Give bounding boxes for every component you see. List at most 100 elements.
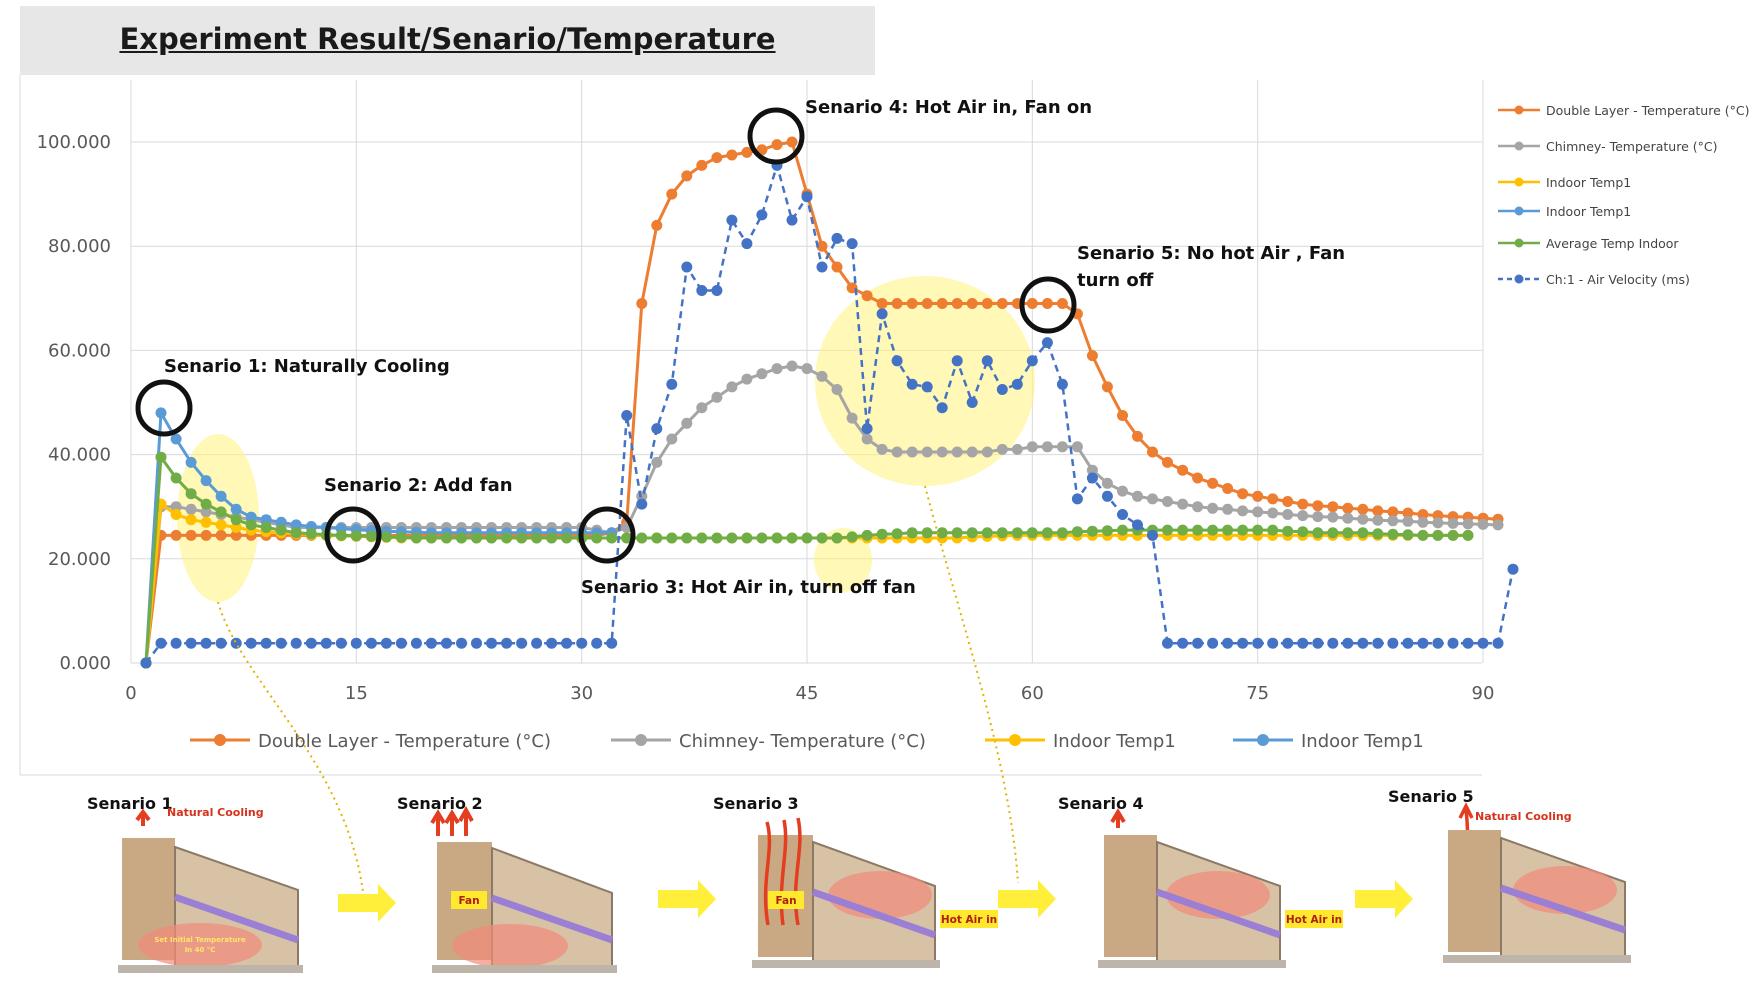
legend-label: Indoor Temp1	[1301, 731, 1424, 752]
data-point	[1342, 637, 1354, 649]
data-point	[1462, 529, 1474, 541]
data-point	[1101, 381, 1113, 393]
data-point	[1071, 526, 1083, 538]
data-point	[1417, 637, 1429, 649]
data-point	[1267, 507, 1279, 519]
data-point	[155, 451, 167, 463]
data-point	[380, 531, 392, 543]
legend-swatch-marker	[1009, 734, 1021, 746]
legend-right-item: Double Layer - Temperature (°C)	[1498, 103, 1749, 118]
data-point	[1056, 441, 1068, 453]
data-point	[200, 498, 212, 510]
data-point	[1177, 637, 1189, 649]
data-point	[1282, 496, 1294, 507]
data-point	[200, 475, 212, 487]
data-point	[1086, 350, 1098, 362]
legend-bottom-item: Indoor Temp1	[1233, 731, 1424, 752]
data-point	[1132, 430, 1143, 442]
data-point	[1192, 637, 1204, 649]
data-point	[1312, 500, 1324, 512]
data-point	[591, 637, 603, 649]
data-point	[260, 637, 272, 649]
legend-swatch-marker	[1514, 177, 1524, 187]
data-point	[816, 240, 828, 252]
data-point	[786, 214, 798, 226]
data-point	[395, 531, 407, 543]
data-point	[996, 298, 1008, 309]
scenario-3-panel: Senario 3 Fan Hot Air in	[713, 794, 998, 968]
scenario-4-panel: Senario 4 Hot Air in	[1058, 794, 1343, 968]
data-point	[1071, 441, 1083, 453]
data-point	[696, 402, 708, 414]
data-point	[215, 519, 227, 531]
data-point	[831, 232, 843, 244]
data-point	[1327, 527, 1339, 539]
annotation-scenario-5-line2: turn off	[1077, 270, 1154, 291]
legend-label: Double Layer - Temperature (°C)	[258, 731, 551, 752]
legend-label: Chimney- Temperature (°C)	[1546, 139, 1717, 154]
data-point	[1086, 464, 1098, 476]
data-point	[1207, 524, 1219, 536]
data-point	[501, 532, 513, 544]
data-point	[1387, 528, 1399, 540]
data-point	[1417, 509, 1429, 520]
data-point	[1026, 355, 1038, 367]
x-tick-label: 15	[345, 683, 368, 704]
data-point	[741, 238, 753, 250]
data-point	[816, 370, 828, 382]
scenario-3-base	[752, 960, 940, 968]
scenario-5-panel-plate	[1499, 884, 1627, 934]
marker-circle-4	[747, 107, 805, 165]
data-point	[1011, 378, 1023, 390]
data-point	[486, 532, 497, 544]
data-point	[561, 637, 573, 649]
data-point	[170, 637, 182, 649]
legend-bottom-item: Chimney- Temperature (°C)	[611, 731, 926, 752]
data-point	[591, 532, 603, 544]
data-point	[816, 532, 828, 544]
marker-circle-2	[324, 506, 382, 564]
data-point	[786, 136, 798, 148]
data-point	[1417, 529, 1429, 541]
data-point	[1192, 501, 1204, 513]
data-point	[621, 532, 633, 544]
data-point	[1342, 527, 1354, 539]
data-point	[681, 170, 693, 182]
data-point	[1056, 527, 1068, 539]
data-point	[350, 530, 362, 542]
data-point	[170, 509, 182, 520]
legend-bottom-item: Double Layer - Temperature (°C)	[190, 731, 551, 752]
data-point	[726, 532, 738, 544]
data-point	[185, 488, 197, 500]
data-point	[410, 637, 422, 649]
data-point	[1041, 441, 1053, 453]
data-point	[1117, 524, 1128, 536]
data-point	[1432, 517, 1444, 529]
y-tick-label: 80.000	[48, 236, 111, 257]
data-point	[756, 532, 768, 544]
data-point	[1432, 529, 1444, 541]
data-point	[1222, 483, 1234, 494]
annotation-scenario-3: Senario 3: Hot Air in, turn off fan	[581, 577, 916, 598]
data-point	[966, 397, 978, 408]
data-point	[1177, 524, 1189, 536]
data-point	[876, 443, 888, 455]
data-point	[951, 446, 963, 458]
data-point	[846, 238, 858, 250]
data-point	[1432, 637, 1444, 649]
data-point	[1101, 477, 1113, 489]
data-point	[1252, 524, 1264, 536]
data-point	[561, 532, 573, 544]
scenario-1-arrow-icon	[135, 808, 151, 826]
legend-label: Ch:1 - Air Velocity (ms)	[1546, 272, 1690, 287]
scenario-2-fan-label: Fan	[458, 895, 479, 907]
scenario-3-heat-zone	[828, 871, 932, 919]
scenario-1-note: Natural Cooling	[167, 806, 264, 819]
data-point	[1132, 519, 1143, 531]
legend-right-item: Indoor Temp1	[1498, 204, 1631, 219]
data-point	[350, 637, 362, 649]
legend-right-item: Indoor Temp1	[1498, 175, 1631, 190]
data-point	[786, 360, 798, 372]
scenario-5-title: Senario 5	[1388, 787, 1474, 806]
connector-scenario-1	[217, 601, 364, 893]
